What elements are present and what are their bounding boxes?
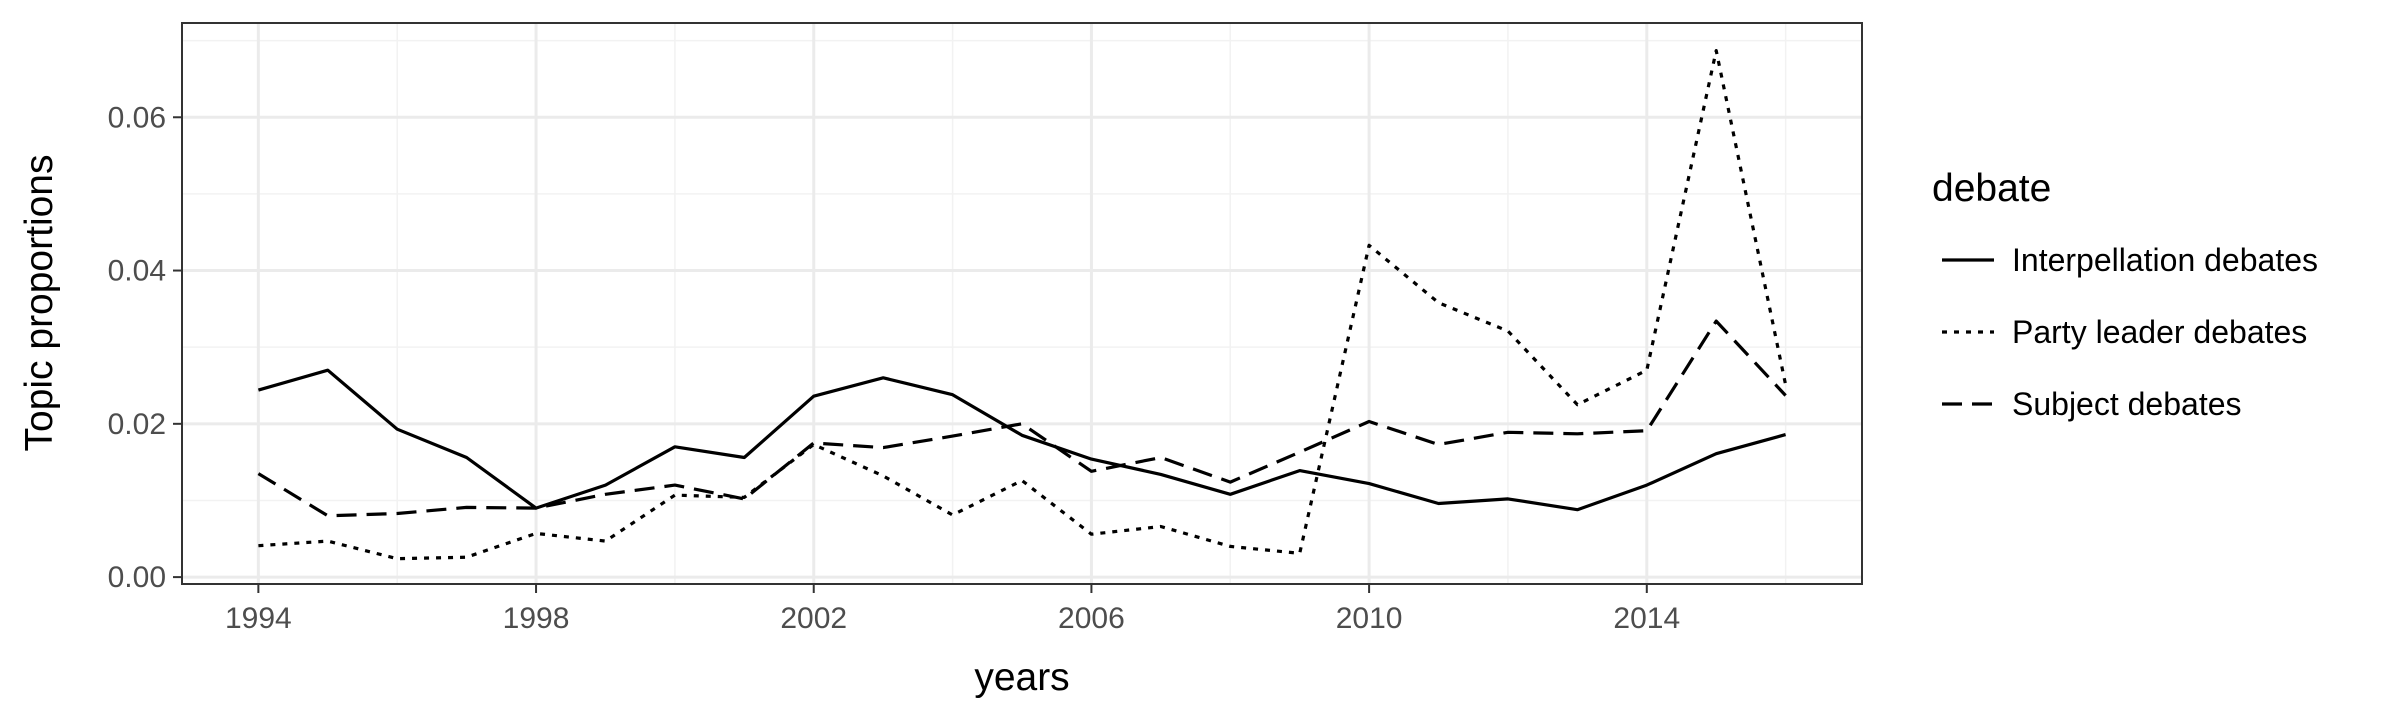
x-axis-title: years [974, 656, 1069, 699]
x-tick-label: 2006 [1058, 602, 1125, 635]
x-tick-label: 2014 [1613, 602, 1680, 635]
x-tick-label: 2010 [1336, 602, 1403, 635]
x-tick-label: 2002 [780, 602, 847, 635]
y-tick-label: 0.06 [108, 101, 166, 134]
major-grid [182, 23, 1862, 584]
legend-title: debate [1932, 167, 2051, 210]
x-tick-label: 1998 [503, 602, 570, 635]
y-tick-label: 0.00 [108, 561, 166, 594]
legend-label: Interpellation debates [2012, 242, 2318, 278]
y-tick-label: 0.02 [108, 408, 166, 441]
legend: debate Interpellation debates Party leade… [1932, 167, 2318, 422]
series-lines [257, 48, 1788, 561]
x-axis: 1994 1998 2002 2006 2010 2014 [225, 584, 1680, 635]
x-tick-label: 1994 [225, 602, 292, 635]
legend-label: Party leader debates [2012, 314, 2307, 350]
y-tick-label: 0.04 [108, 255, 166, 288]
series-line-interpellation-debates [257, 368, 1787, 512]
plot-panel-border [181, 22, 1863, 585]
legend-items: Interpellation debates Party leader debat… [1942, 242, 2318, 422]
y-axis-title: Topic proportions [18, 155, 61, 452]
legend-label: Subject debates [2012, 386, 2242, 422]
y-axis: 0.00 0.02 0.04 0.06 [108, 101, 182, 594]
